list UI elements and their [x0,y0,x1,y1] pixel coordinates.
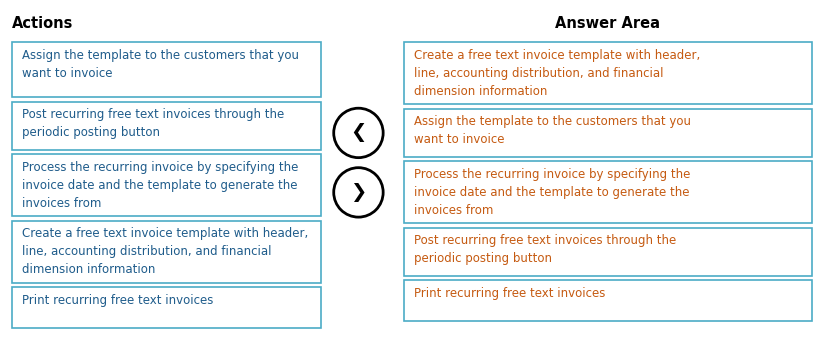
Ellipse shape [334,108,383,158]
Text: Print recurring free text invoices: Print recurring free text invoices [22,294,213,307]
Bar [404,109,812,157]
Bar [404,42,812,104]
Bar [404,228,812,276]
Text: Create a free text invoice template with header,
line, accounting distribution, : Create a free text invoice template with… [22,227,308,276]
Text: ❯: ❯ [350,183,367,202]
Text: Assign the template to the customers that you
want to invoice: Assign the template to the customers tha… [22,49,299,80]
Text: Print recurring free text invoices: Print recurring free text invoices [414,287,605,300]
Text: Process the recurring invoice by specifying the
invoice date and the template to: Process the recurring invoice by specify… [414,168,690,217]
Text: ❮: ❮ [350,124,367,142]
Text: Answer Area: Answer Area [555,16,660,31]
Bar [12,154,321,216]
Text: Process the recurring invoice by specifying the
invoice date and the template to: Process the recurring invoice by specify… [22,161,298,210]
Text: Actions: Actions [12,16,73,31]
Bar [12,102,321,150]
Text: Post recurring free text invoices through the
periodic posting button: Post recurring free text invoices throug… [22,108,284,139]
Bar [404,280,812,321]
Bar [12,42,321,97]
Text: Create a free text invoice template with header,
line, accounting distribution, : Create a free text invoice template with… [414,49,700,98]
Ellipse shape [334,168,383,217]
Text: Post recurring free text invoices through the
periodic posting button: Post recurring free text invoices throug… [414,234,676,266]
Bar [404,161,812,223]
Bar [12,221,321,283]
Bar [12,287,321,328]
Text: Assign the template to the customers that you
want to invoice: Assign the template to the customers tha… [414,115,691,147]
